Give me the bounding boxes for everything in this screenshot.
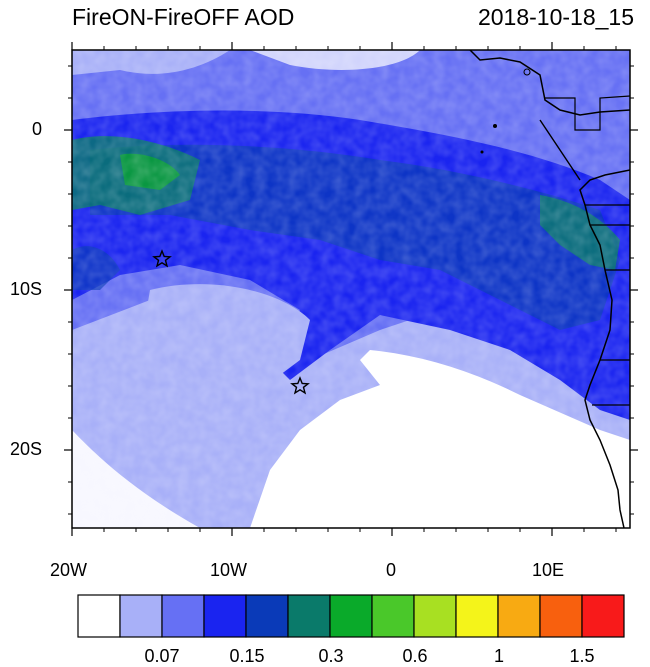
colorbar-swatch	[413, 594, 457, 638]
y-label-0: 0	[31, 119, 42, 139]
axis-ticks	[64, 42, 638, 536]
x-label-10e: 10E	[532, 560, 565, 580]
x-label-0: 0	[386, 560, 397, 580]
colorbar-swatch	[329, 594, 373, 638]
minor-ticks	[68, 46, 634, 532]
marker-star-2	[290, 376, 310, 395]
colorbar-swatch	[371, 594, 415, 638]
x-label-10w: 10W	[210, 560, 248, 580]
map-title: FireON-FireOFF AOD	[72, 4, 295, 30]
colorbar-label: 0.15	[229, 646, 265, 666]
colorbar-swatch	[539, 594, 583, 638]
colorbar-swatch	[581, 594, 625, 638]
colorbar-label: 1	[493, 646, 505, 666]
colorbar-swatch	[287, 594, 331, 638]
map-timestamp: 2018-10-18_15	[477, 4, 634, 30]
marker-star-1	[152, 249, 172, 268]
colorbar-swatch	[497, 594, 541, 638]
coastline	[469, 50, 630, 528]
x-label-20w: 20W	[50, 560, 88, 580]
y-label-10s: 10S	[9, 279, 42, 299]
colorbar-swatch	[161, 594, 205, 638]
colorbar	[77, 594, 625, 638]
colorbar-label: 0.07	[144, 646, 180, 666]
colorbar-swatch	[77, 594, 121, 638]
colorbar-swatch	[203, 594, 247, 638]
colorbar-swatch	[455, 594, 499, 638]
colorbar-label: 0.3	[318, 646, 344, 666]
y-label-20s: 20S	[9, 439, 42, 459]
colorbar-swatch	[119, 594, 163, 638]
colorbar-label: 1.5	[569, 646, 595, 666]
colorbar-label: 0.6	[402, 646, 428, 666]
colorbar-swatch	[245, 594, 289, 638]
aod-field	[72, 50, 630, 528]
